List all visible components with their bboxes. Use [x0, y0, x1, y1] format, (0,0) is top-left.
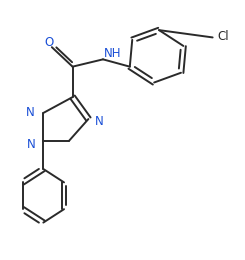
Text: Cl: Cl: [217, 30, 229, 43]
Text: N: N: [95, 115, 104, 128]
Text: O: O: [45, 36, 54, 49]
Text: N: N: [27, 138, 36, 151]
Text: N: N: [25, 106, 34, 119]
Text: NH: NH: [104, 48, 121, 61]
